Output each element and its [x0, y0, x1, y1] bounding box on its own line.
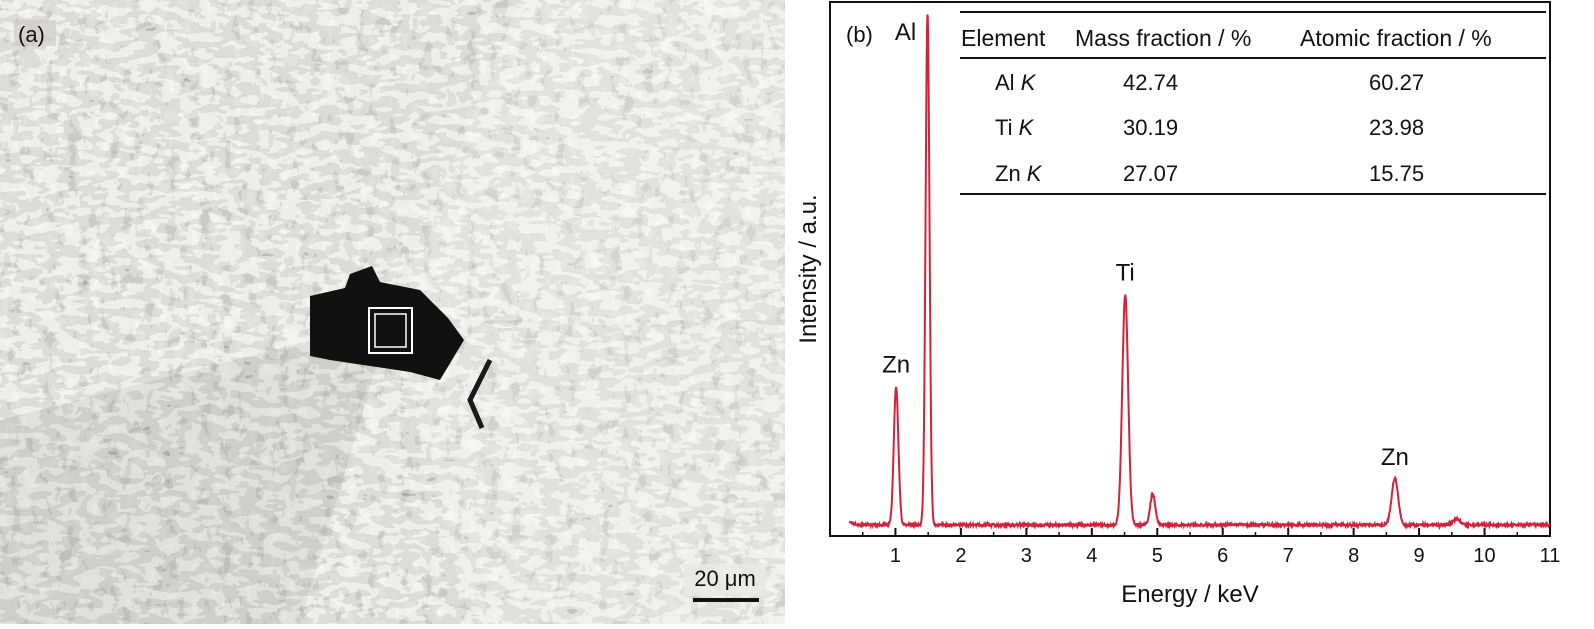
y-axis-label: Intensity / a.u.: [795, 194, 822, 343]
plot-frame: [829, 1, 1551, 537]
table-header-cell: Atomic fraction / %: [1300, 25, 1492, 51]
table-element-cell: Ti K: [995, 115, 1035, 140]
x-tick-label: 3: [1021, 545, 1032, 567]
table-atomic-cell: 15.75: [1369, 161, 1424, 186]
peak-labels: Al Zn Ti Zn: [882, 19, 1409, 471]
x-tick-label: 8: [1348, 545, 1359, 567]
table-mass-cell: 42.74: [1123, 70, 1178, 95]
x-tick-label: 11: [1540, 545, 1561, 567]
eds-chart-panel: 1 2 3 4 5 6 7 8 9 10 11 Al Zn Ti Zn (b) Energy / keV …: [790, 0, 1594, 624]
scale-bar-label: 20 μm: [694, 566, 756, 591]
x-axis-ticks: [861, 528, 1551, 536]
x-tick-label: 7: [1283, 545, 1294, 567]
dark-particle: [310, 266, 464, 380]
x-tick-label: 6: [1217, 545, 1228, 567]
peak-label: Zn: [882, 352, 910, 379]
x-tick-label: 2: [955, 545, 966, 567]
micrograph-image: (a) 20 μm: [0, 0, 785, 624]
micrograph-panel: (a) 20 μm: [0, 0, 785, 624]
peak-label: Zn: [1381, 444, 1409, 471]
panel-b-label: (b): [846, 22, 873, 47]
x-axis-tick-labels: 1 2 3 4 5 6 7 8 9 10 11: [890, 545, 1560, 567]
x-tick-label: 1: [890, 545, 901, 567]
panel-a-label: (a): [18, 22, 45, 47]
spectrum-series-line: [848, 14, 1551, 531]
x-tick-label: 5: [1152, 545, 1163, 567]
table-mass-cell: 27.07: [1123, 161, 1178, 186]
analysis-area-box: [368, 307, 413, 354]
table-element-cell: Al K: [995, 70, 1037, 95]
peak-label: Ti: [1116, 259, 1135, 286]
table-header-cell: Mass fraction / %: [1075, 25, 1251, 51]
table-atomic-cell: 60.27: [1369, 70, 1424, 95]
table-element-cell: Zn K: [995, 161, 1043, 186]
x-axis-label: Energy / keV: [1121, 581, 1258, 608]
table-mass-cell: 30.19: [1123, 115, 1178, 140]
table-header-cell: Element: [961, 25, 1046, 51]
x-tick-label: 4: [1086, 545, 1097, 567]
composition-table: Element Mass fraction / % Atomic fraction …: [960, 11, 1546, 195]
x-tick-label: 9: [1414, 545, 1425, 567]
table-atomic-cell: 23.98: [1369, 115, 1424, 140]
peak-label: Al: [895, 19, 916, 46]
x-tick-label: 10: [1473, 545, 1495, 567]
